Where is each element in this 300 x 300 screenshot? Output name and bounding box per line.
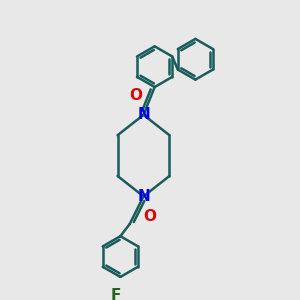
Text: O: O [129, 88, 142, 103]
Text: N: N [137, 107, 150, 122]
Text: F: F [110, 288, 121, 300]
Text: N: N [137, 189, 150, 204]
Text: O: O [143, 209, 156, 224]
